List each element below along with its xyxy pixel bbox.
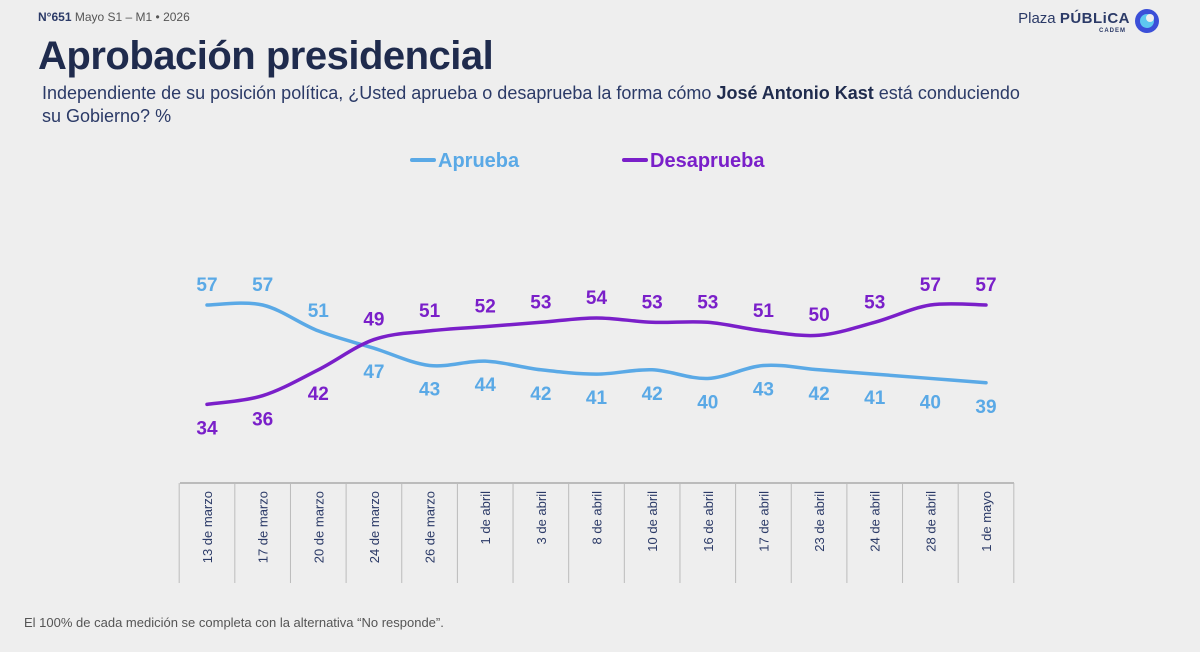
x-tick-label: 1 de abril xyxy=(478,491,493,545)
data-label-desaprueba: 54 xyxy=(586,288,608,309)
brand-name: Plaza PÚBLiCA xyxy=(1018,10,1130,27)
data-label-aprueba: 43 xyxy=(753,379,774,400)
x-tick-label: 13 de marzo xyxy=(200,491,215,563)
legend-desaprueba: Desaprueba xyxy=(622,150,765,173)
series-line-desaprueba xyxy=(205,301,988,407)
x-tick-label: 17 de marzo xyxy=(256,491,271,563)
data-label-desaprueba: 53 xyxy=(530,292,551,313)
legend-desaprueba-label: Desaprueba xyxy=(650,150,765,172)
data-label-aprueba: 57 xyxy=(196,275,217,296)
question-name: José Antonio Kast xyxy=(716,83,874,103)
data-label-desaprueba: 52 xyxy=(475,297,496,318)
x-tick-label: 26 de marzo xyxy=(423,491,438,563)
x-tick-label: 28 de abril xyxy=(923,491,938,552)
legend-aprueba-swatch xyxy=(410,157,436,162)
data-label-aprueba: 41 xyxy=(586,388,608,409)
chart-legend: Aprueba Desaprueba xyxy=(0,150,1200,174)
legend-aprueba-label: Aprueba xyxy=(438,150,520,172)
x-tick-label: 24 de marzo xyxy=(367,491,382,563)
data-label-aprueba: 43 xyxy=(419,379,440,400)
data-label-aprueba: 44 xyxy=(475,375,497,396)
series-line-aprueba xyxy=(205,301,988,385)
x-tick-label: 1 de mayo xyxy=(979,491,994,552)
brand-logo-icon xyxy=(1135,9,1159,33)
data-label-aprueba: 39 xyxy=(975,397,996,418)
x-tick-label: 8 de abril xyxy=(590,491,605,545)
brand-sub: CADEM xyxy=(1099,28,1126,34)
legend-aprueba: Aprueba xyxy=(410,150,519,173)
brand-name-bold: PÚBLiCA xyxy=(1059,10,1130,27)
data-label-desaprueba: 42 xyxy=(308,384,329,405)
question-text-start: Independiente de su posición política, ¿… xyxy=(42,83,717,103)
data-label-aprueba: 42 xyxy=(642,384,663,405)
survey-question: Independiente de su posición política, ¿… xyxy=(42,82,1042,128)
data-label-aprueba: 47 xyxy=(363,362,384,383)
brand-name-light: Plaza xyxy=(1018,10,1060,27)
data-label-desaprueba: 53 xyxy=(642,292,663,313)
data-label-desaprueba: 57 xyxy=(920,275,941,296)
data-label-desaprueba: 57 xyxy=(975,275,996,296)
issue-info: N°651 Mayo S1 – M1 • 2026 xyxy=(38,10,190,24)
issue-period: Mayo S1 – M1 • 2026 xyxy=(74,10,190,24)
data-label-desaprueba: 53 xyxy=(697,292,718,313)
footnote: El 100% de cada medición se completa con… xyxy=(24,615,444,630)
x-tick-label: 3 de abril xyxy=(534,491,549,545)
data-label-aprueba: 41 xyxy=(864,388,886,409)
data-label-desaprueba: 36 xyxy=(252,410,273,431)
data-label-desaprueba: 49 xyxy=(363,310,384,331)
data-label-aprueba: 51 xyxy=(308,301,330,322)
issue-number: N°651 xyxy=(38,10,72,24)
data-label-desaprueba: 50 xyxy=(809,305,830,326)
data-label-desaprueba: 51 xyxy=(753,301,775,322)
question-text-end: está conduciendo su Gobierno? % xyxy=(42,83,1020,126)
data-label-aprueba: 57 xyxy=(252,275,273,296)
data-label-aprueba: 42 xyxy=(809,384,830,405)
data-label-desaprueba: 53 xyxy=(864,292,885,313)
x-tick-label: 23 de abril xyxy=(812,491,827,552)
data-label-aprueba: 40 xyxy=(920,392,941,413)
x-tick-label: 24 de abril xyxy=(868,491,883,552)
x-tick-label: 10 de abril xyxy=(645,491,660,552)
x-tick-label: 17 de abril xyxy=(756,491,771,552)
data-label-aprueba: 42 xyxy=(530,384,551,405)
data-label-desaprueba: 34 xyxy=(196,418,218,439)
data-label-desaprueba: 51 xyxy=(419,301,441,322)
x-tick-label: 16 de abril xyxy=(701,491,716,552)
data-label-aprueba: 40 xyxy=(697,392,718,413)
page-title: Aprobación presidencial xyxy=(38,34,494,78)
legend-desaprueba-swatch xyxy=(622,157,648,162)
x-tick-label: 20 de marzo xyxy=(311,491,326,563)
